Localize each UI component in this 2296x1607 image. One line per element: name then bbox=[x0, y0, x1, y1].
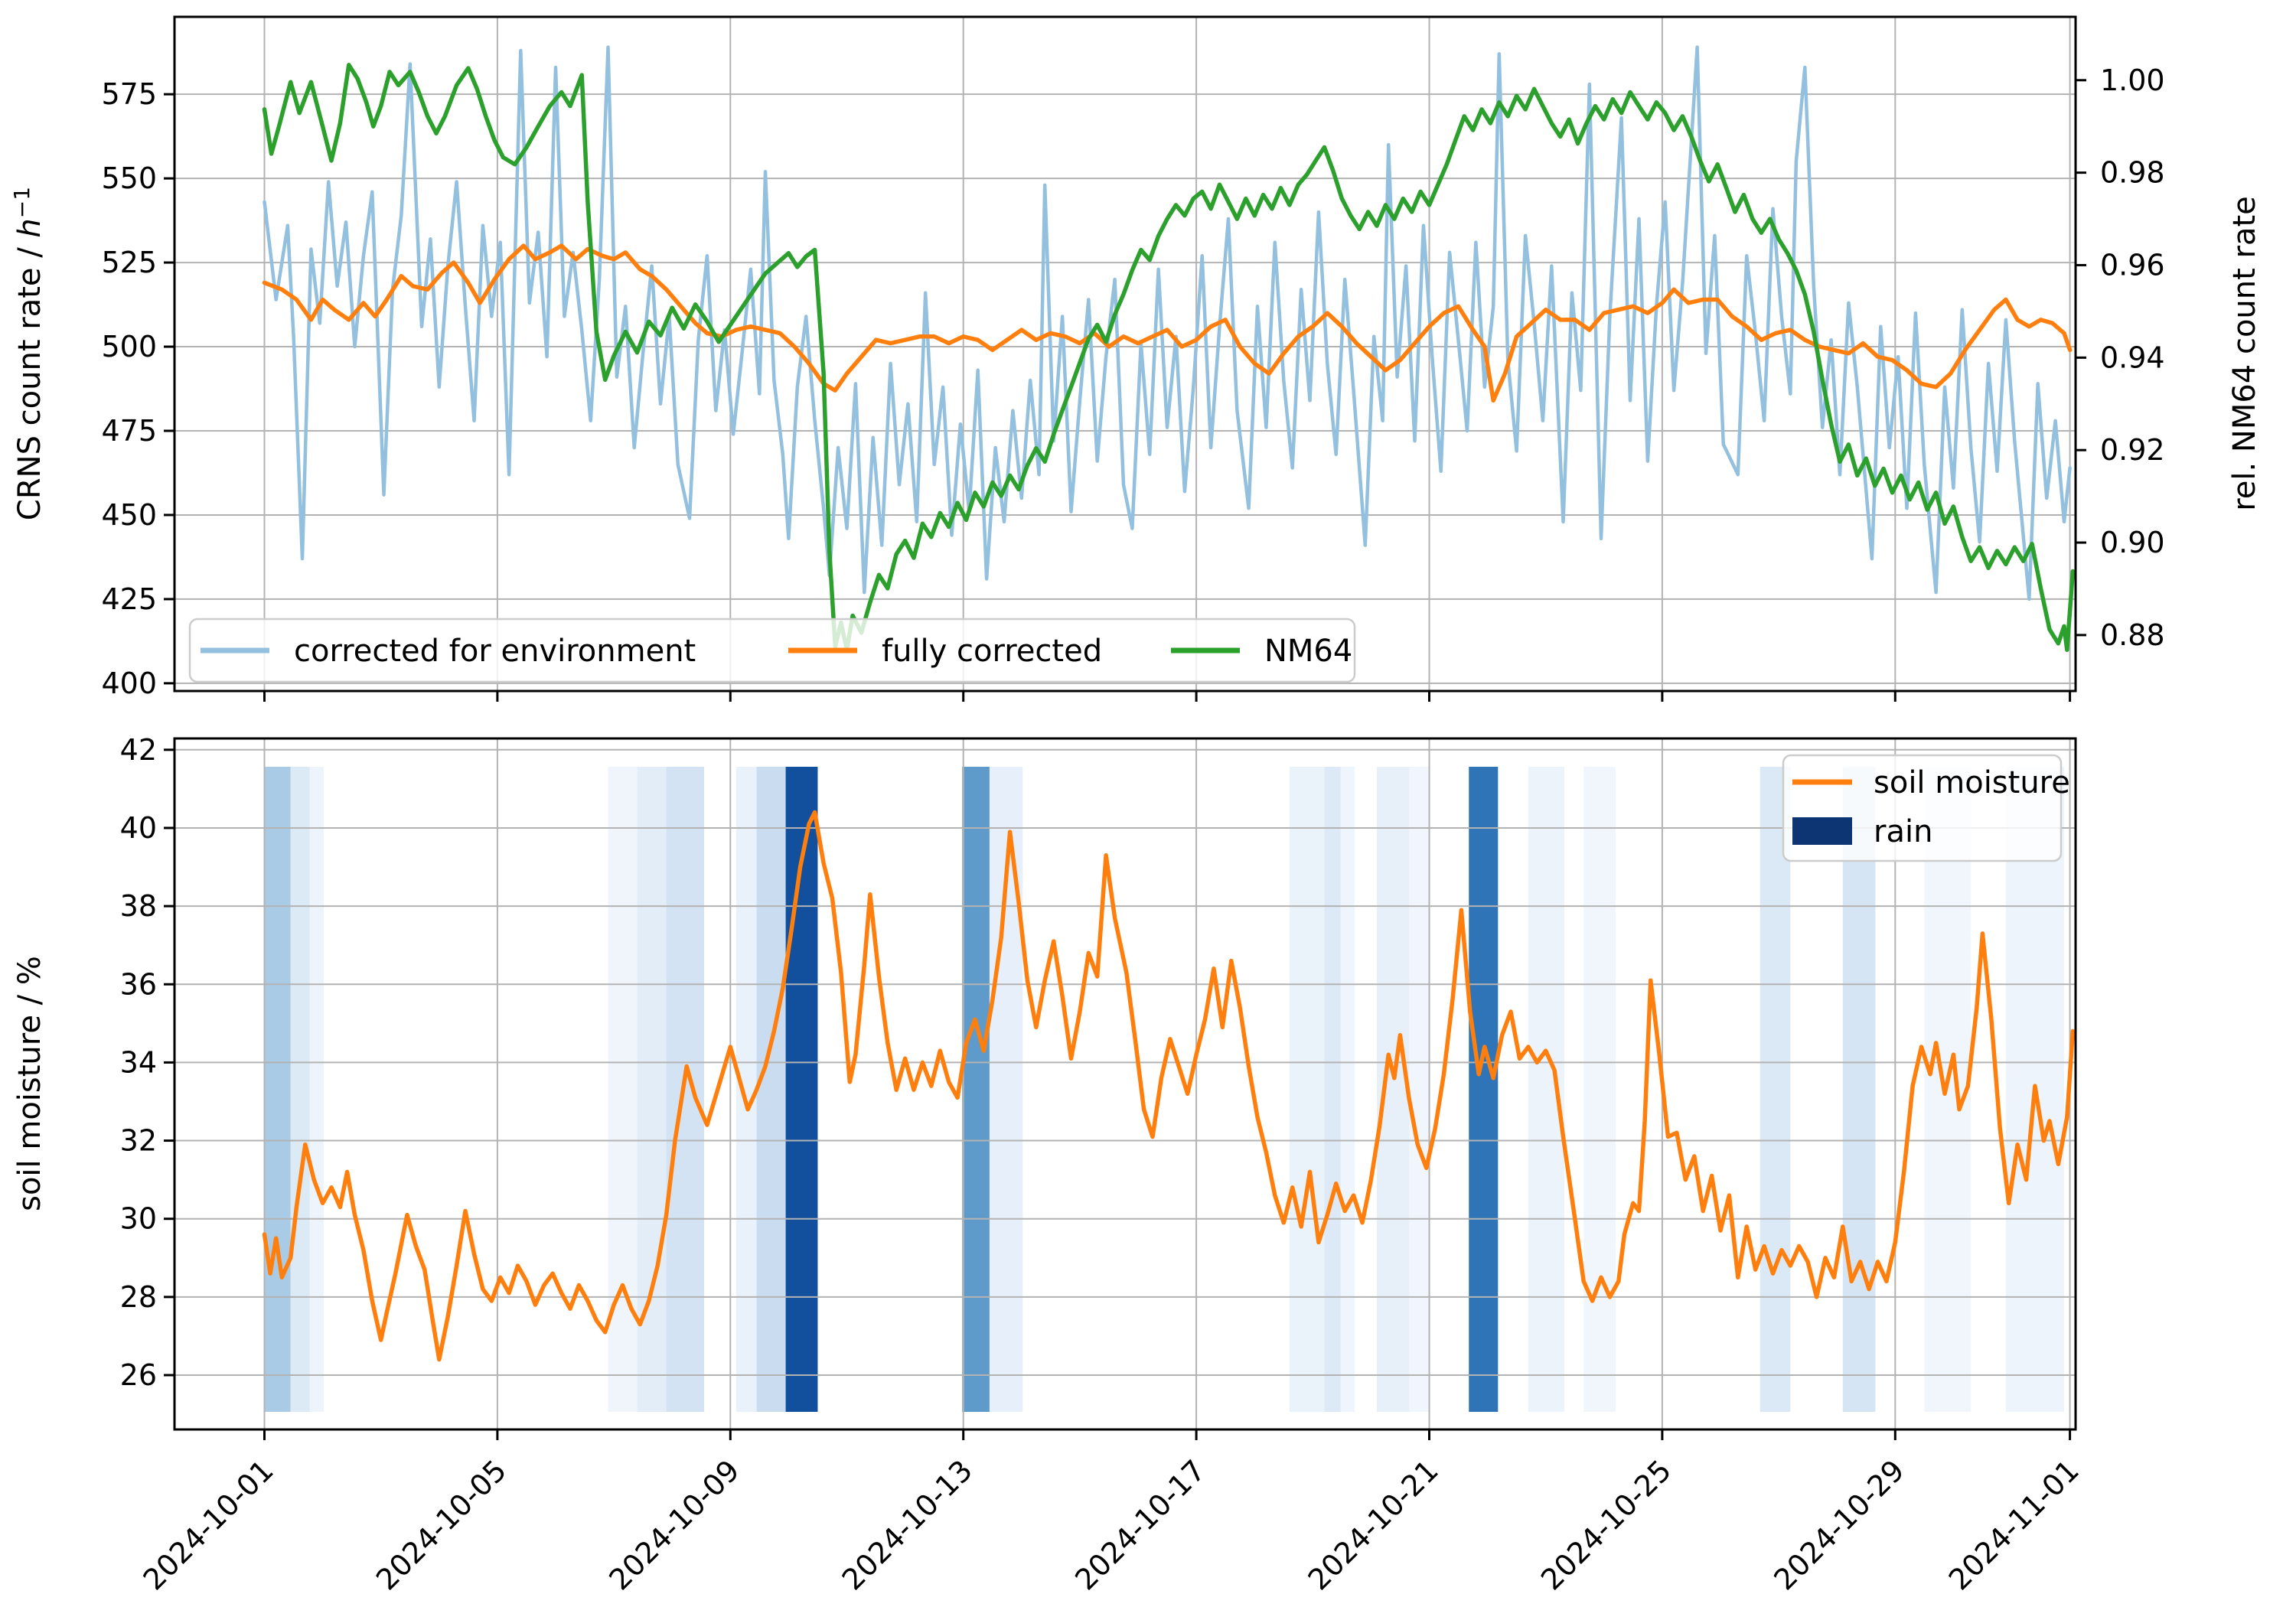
series-corrected-for-environment bbox=[263, 45, 2072, 601]
x-tick-label-date: 2024-10-01 bbox=[137, 1453, 280, 1596]
rain-band bbox=[637, 767, 667, 1412]
legend-label-nm64: NM64 bbox=[1264, 634, 1352, 669]
y-tick-label-nm64: 0.98 bbox=[2100, 156, 2165, 190]
series-nm64 bbox=[262, 63, 2076, 652]
y-axis-label-nm64: rel. NM64 count rate bbox=[2227, 196, 2262, 511]
legend-label-soil-moisture: soil moisture bbox=[1874, 765, 2070, 800]
rain-band bbox=[1842, 767, 1876, 1412]
x-tick-label-date: 2024-10-21 bbox=[1302, 1453, 1445, 1596]
x-tick-label-date: 2024-10-09 bbox=[602, 1453, 745, 1596]
y-tick-label-soil: 42 bbox=[120, 733, 157, 767]
rain-band bbox=[1324, 767, 1341, 1412]
y-tick-label-crns: 400 bbox=[101, 667, 157, 700]
y-tick-label-soil: 40 bbox=[120, 811, 157, 845]
rain-band bbox=[1377, 767, 1410, 1412]
y-tick-label-nm64: 0.96 bbox=[2100, 248, 2165, 282]
y-tick-label-soil: 28 bbox=[120, 1280, 157, 1314]
rain-band bbox=[756, 767, 786, 1412]
y-tick-label-nm64: 0.90 bbox=[2100, 526, 2165, 559]
rain-band bbox=[264, 767, 291, 1412]
axes-spine bbox=[173, 737, 2077, 1431]
y-tick-label-nm64: 0.94 bbox=[2100, 341, 2165, 374]
x-tick-label-date: 2024-10-25 bbox=[1534, 1453, 1678, 1596]
series-layer bbox=[262, 45, 2076, 1362]
legend-crns: corrected for environment fully correcte… bbox=[188, 618, 1356, 683]
rain-bands-layer bbox=[264, 767, 2064, 1412]
rain-band bbox=[735, 767, 757, 1412]
rain-band bbox=[785, 767, 818, 1412]
rain-band bbox=[1289, 767, 1325, 1412]
y-tick-label-soil: 26 bbox=[120, 1358, 157, 1392]
x-tick-label-date: 2024-10-05 bbox=[370, 1453, 513, 1596]
legend-label-fully-corrected: fully corrected bbox=[882, 634, 1102, 669]
y-tick-label-soil: 38 bbox=[120, 889, 157, 923]
y-tick-label-soil: 30 bbox=[120, 1202, 157, 1236]
axes-spine bbox=[173, 15, 2077, 693]
y-tick-label-nm64: 0.92 bbox=[2100, 433, 2165, 467]
x-tick-label-date: 2024-10-13 bbox=[836, 1453, 979, 1596]
legend-crns-box bbox=[188, 618, 1356, 683]
rain-band bbox=[309, 767, 325, 1412]
x-tick-label-date: 2024-11-01 bbox=[1942, 1453, 2086, 1596]
rain-band bbox=[962, 767, 990, 1412]
axes-layer bbox=[164, 15, 2086, 1440]
y-tick-label-crns: 450 bbox=[101, 498, 157, 532]
legend-label-rain: rain bbox=[1874, 814, 1932, 849]
rain-band bbox=[290, 767, 310, 1412]
y-tick-label-crns: 525 bbox=[101, 246, 157, 279]
y-tick-label-crns: 500 bbox=[101, 330, 157, 363]
y-tick-label-crns: 475 bbox=[101, 414, 157, 448]
rain-band bbox=[1409, 767, 1431, 1412]
y-tick-label-crns: 425 bbox=[101, 582, 157, 616]
series-fully-corrected bbox=[262, 243, 2073, 403]
legend-soil: soil moisture rain bbox=[1782, 754, 2070, 862]
y-tick-label-soil: 32 bbox=[120, 1124, 157, 1158]
x-tick-label-date: 2024-10-17 bbox=[1068, 1453, 1212, 1596]
y-tick-label-crns: 550 bbox=[101, 161, 157, 195]
y-tick-label-nm64: 0.88 bbox=[2100, 618, 2165, 652]
series-soil-moisture bbox=[262, 810, 2076, 1362]
y-tick-label-soil: 36 bbox=[120, 967, 157, 1001]
rain-band bbox=[1469, 767, 1499, 1412]
legend-sample-rain bbox=[1792, 817, 1852, 845]
rain-band bbox=[1340, 767, 1355, 1412]
legend-label-corrected-env: corrected for environment bbox=[294, 634, 696, 669]
rain-band bbox=[1583, 767, 1616, 1412]
y-tick-label-crns: 575 bbox=[101, 77, 157, 111]
legend-soil-box bbox=[1782, 754, 2063, 862]
x-tick-label-date: 2024-10-29 bbox=[1767, 1453, 1910, 1596]
y-tick-label-nm64: 1.00 bbox=[2100, 64, 2165, 97]
rain-band bbox=[1760, 767, 1791, 1412]
y-axis-label-soil: soil moisture / % bbox=[12, 956, 47, 1211]
y-axis-label-crns: CRNS count rate / h−1 bbox=[9, 187, 47, 520]
rain-band bbox=[666, 767, 705, 1412]
y-tick-label-soil: 34 bbox=[120, 1045, 157, 1079]
